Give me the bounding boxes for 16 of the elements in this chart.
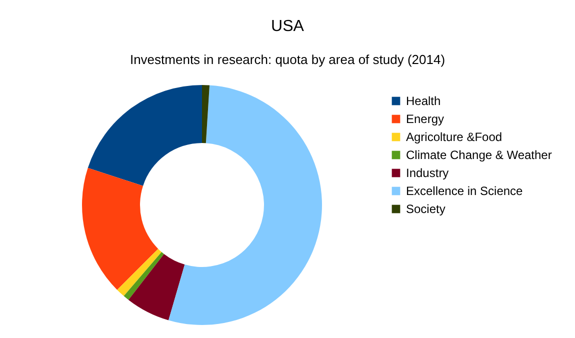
donut-slice — [117, 248, 162, 296]
legend-label: Health — [406, 94, 441, 108]
legend-label: Energy — [406, 112, 444, 126]
donut-slice — [88, 85, 202, 186]
donut-slice — [202, 85, 210, 144]
donut-slice — [168, 85, 322, 325]
donut-slice — [128, 254, 185, 320]
legend-label: Agricolture &Food — [406, 130, 502, 144]
legend-label: Industry — [406, 166, 449, 180]
chart-subtitle: Investments in research: quota by area of study (2014) — [130, 52, 446, 67]
legend-label: Excellence in Science — [406, 184, 524, 198]
chart-title: USA — [271, 18, 304, 35]
legend-label: Climate Change & Weather — [406, 148, 552, 162]
donut-slice — [82, 168, 158, 290]
donut-slice — [124, 252, 164, 300]
legend-label: Society — [406, 202, 446, 216]
